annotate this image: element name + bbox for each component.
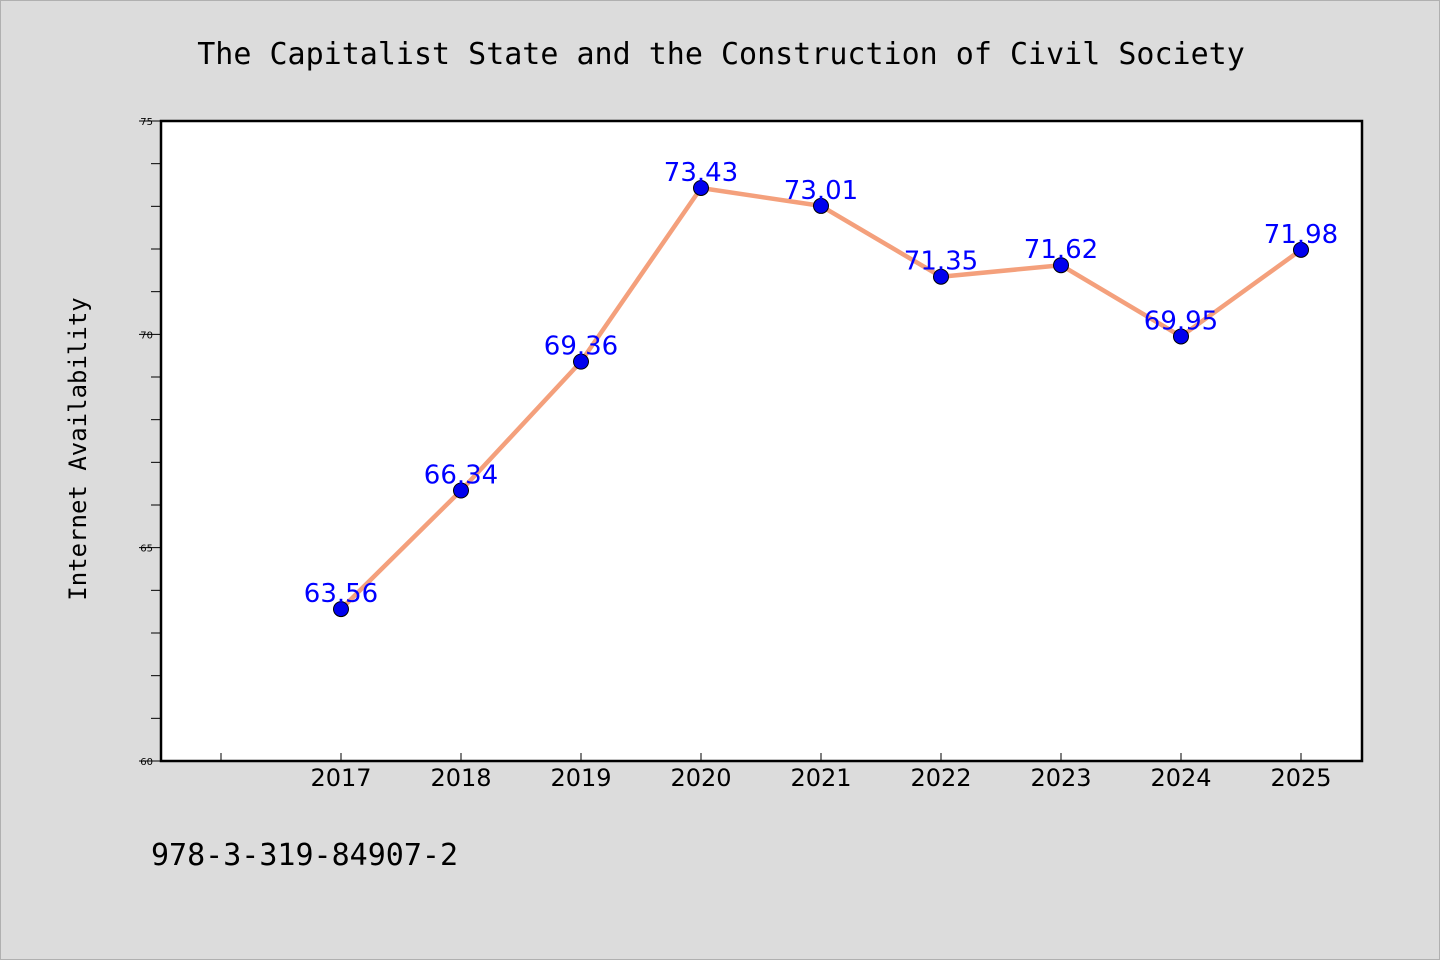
series-markers	[333, 179, 1309, 618]
y-axis-ticks: 60 65 70 75	[139, 117, 160, 768]
y-tick-label: 70	[140, 330, 153, 341]
chart-title: The Capitalist State and the Constructio…	[197, 37, 1245, 72]
plot-border	[159, 119, 1364, 763]
data-point-marker	[333, 601, 349, 618]
data-label: 71.98	[1264, 220, 1338, 250]
data-point-marker	[933, 268, 949, 285]
data-label: 73.43	[664, 158, 738, 188]
y-axis-label: Internet Availability	[64, 297, 92, 600]
y-tick-label: 65	[140, 544, 153, 555]
data-label: 71.62	[1024, 235, 1098, 265]
x-tick-label: 2018	[430, 764, 491, 792]
data-label: 63.56	[304, 579, 378, 609]
data-label: 69.36	[544, 332, 618, 362]
x-tick-label: 2025	[1270, 764, 1331, 792]
data-label: 69.95	[1144, 306, 1218, 336]
data-point-marker	[1293, 241, 1309, 258]
x-tick-label: 2017	[310, 764, 371, 792]
x-tick-label: 2019	[550, 764, 611, 792]
data-point-marker	[1173, 328, 1189, 345]
x-tick-label: 2024	[1150, 764, 1211, 792]
data-point-marker	[1053, 257, 1069, 274]
data-point-marker	[453, 482, 469, 499]
data-label: 71.35	[904, 247, 978, 277]
x-tick-label: 2022	[910, 764, 971, 792]
isbn-label: 978-3-319-84907-2	[151, 838, 458, 873]
data-labels: 63.56 66.34 69.36 73.43 73.01 71.35 71.62 69.95…	[304, 158, 1338, 609]
x-tick-label: 2021	[790, 764, 851, 792]
data-point-marker	[573, 353, 589, 370]
plot-area	[161, 121, 1362, 761]
data-label: 66.34	[424, 460, 498, 490]
y-tick-label: 75	[140, 117, 153, 128]
x-tick-label: 2023	[1030, 764, 1091, 792]
data-point-marker	[693, 179, 709, 196]
y-tick-label: 60	[140, 757, 153, 768]
data-point-marker	[813, 197, 829, 214]
x-tick-label: 2020	[670, 764, 731, 792]
x-axis-ticks: 2017 2018 2019 2020 2021 2022 2023 2024 2025	[220, 753, 1332, 792]
data-label: 73.01	[784, 176, 858, 206]
